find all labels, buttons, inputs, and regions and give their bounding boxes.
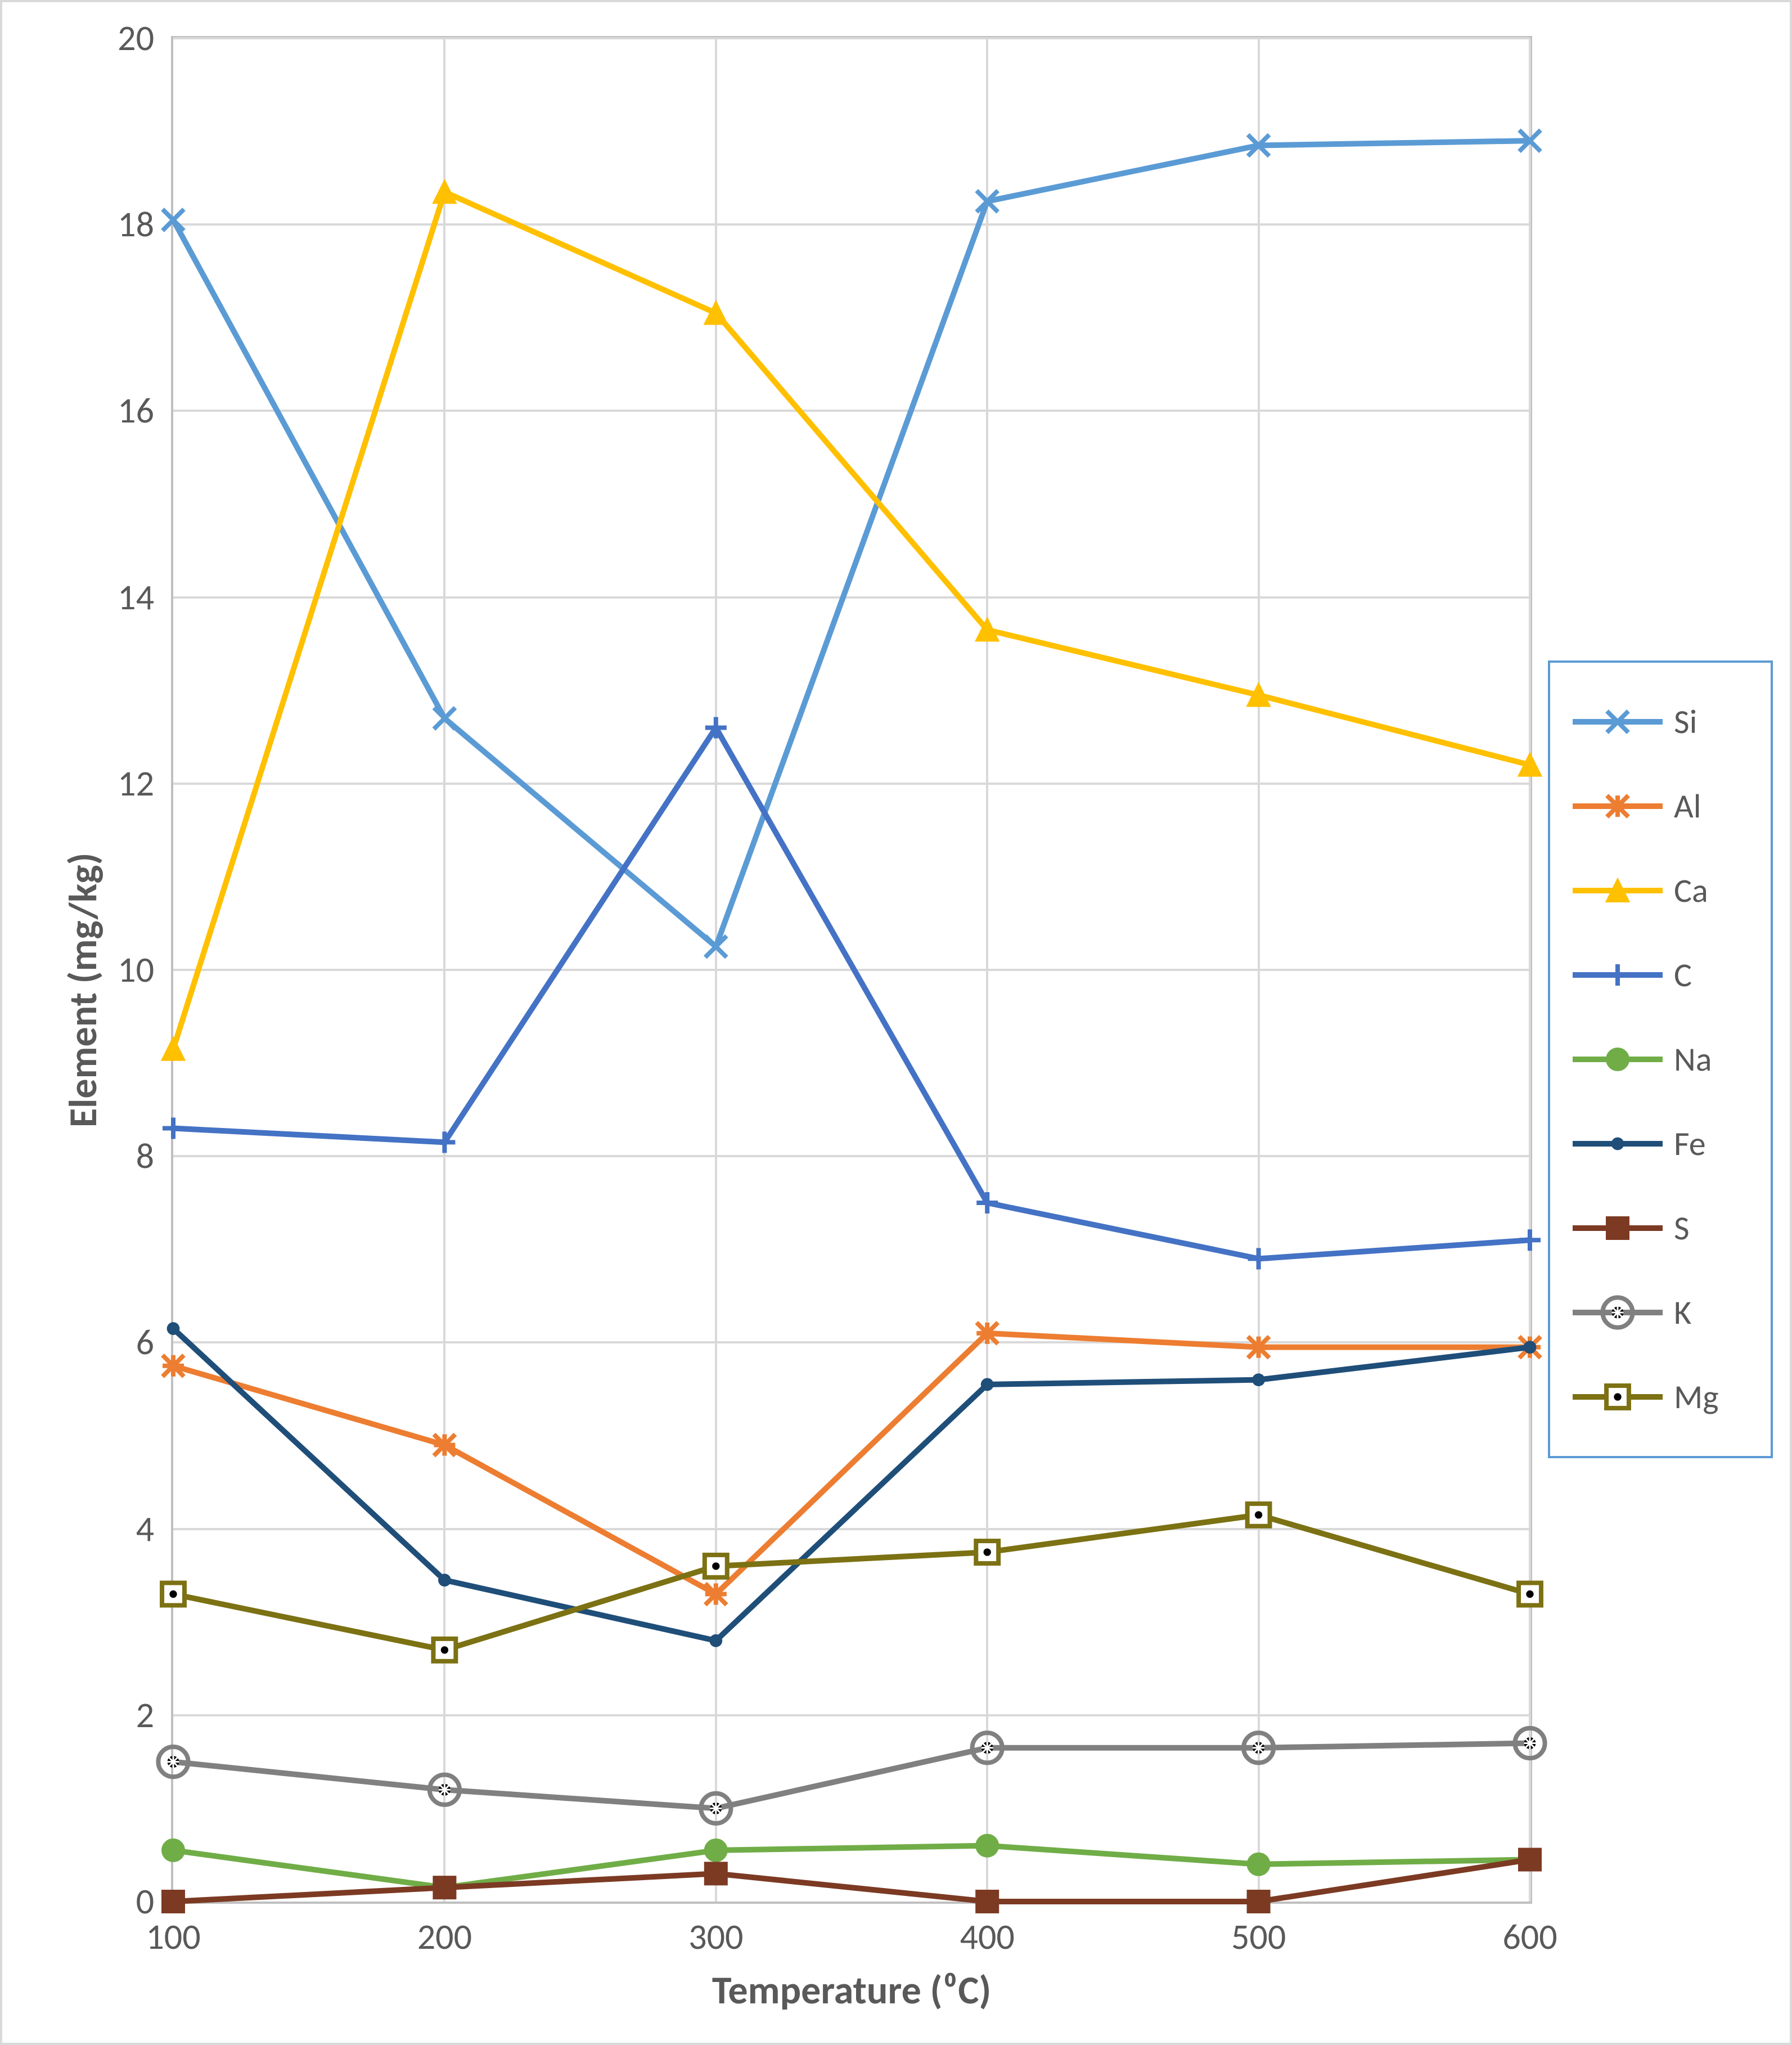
gridline-horizontal [173, 1155, 1530, 1157]
legend-marker-icon [1573, 947, 1663, 1003]
legend-marker-icon [1573, 1116, 1663, 1172]
legend-marker-icon [1573, 1284, 1663, 1341]
plot-area [171, 36, 1532, 1904]
legend-marker-icon [1573, 694, 1663, 750]
gridline-horizontal [173, 410, 1530, 412]
legend-label: C [1674, 955, 1692, 996]
gridline-horizontal [173, 783, 1530, 785]
y-tick-label: 6 [136, 1320, 154, 1364]
legend-item-c: C [1573, 933, 1748, 1017]
legend-label: Al [1674, 786, 1701, 827]
gridline-horizontal [173, 1528, 1530, 1530]
y-tick-label: 8 [136, 1134, 154, 1178]
legend-item-ca: Ca [1573, 848, 1748, 933]
y-tick-label: 12 [118, 762, 154, 806]
legend: Si Al Ca C Na Fe S K Mg [1548, 660, 1773, 1458]
gridline-horizontal [173, 37, 1530, 39]
legend-marker-icon [1573, 1031, 1663, 1087]
legend-label: Fe [1674, 1123, 1706, 1165]
y-tick-label: 4 [136, 1507, 154, 1551]
y-tick-label: 16 [118, 389, 154, 433]
x-tick-label: 600 [1502, 1915, 1557, 1959]
legend-item-si: Si [1573, 680, 1748, 764]
y-tick-label: 2 [136, 1693, 154, 1737]
y-tick-label: 10 [118, 948, 154, 992]
gridline-horizontal [173, 1714, 1530, 1716]
y-tick-label: 0 [136, 1880, 154, 1923]
legend-label: K [1674, 1292, 1691, 1333]
legend-item-k: K [1573, 1270, 1748, 1355]
legend-item-s: S [1573, 1186, 1748, 1270]
y-tick-label: 18 [118, 203, 154, 246]
legend-item-fe: Fe [1573, 1102, 1748, 1186]
x-tick-label: 500 [1231, 1915, 1286, 1959]
x-axis-title: Temperature (⁰C) [712, 1966, 991, 2014]
legend-label: S [1674, 1208, 1690, 1249]
x-tick-label: 200 [417, 1915, 472, 1959]
y-tick-label: 14 [118, 576, 154, 619]
legend-label: Na [1674, 1039, 1712, 1080]
legend-marker-icon [1573, 778, 1663, 834]
y-axis-title: Element (mg/kg) [58, 853, 107, 1127]
x-tick-label: 400 [960, 1915, 1015, 1959]
legend-marker-icon [1573, 1369, 1663, 1425]
legend-label: Mg [1674, 1377, 1719, 1418]
gridline-horizontal [173, 596, 1530, 599]
legend-item-al: Al [1573, 764, 1748, 848]
legend-label: Ca [1674, 870, 1708, 911]
gridline-horizontal [173, 969, 1530, 971]
legend-marker-icon [1573, 862, 1663, 919]
x-tick-label: 300 [688, 1915, 743, 1959]
gridline-horizontal [173, 223, 1530, 226]
legend-item-na: Na [1573, 1017, 1748, 1102]
y-tick-label: 20 [118, 16, 154, 60]
gridline-horizontal [173, 1341, 1530, 1343]
chart-container: Element (mg/kg) Temperature (⁰C) Si Al Ca… [0, 0, 1792, 2045]
legend-label: Si [1674, 702, 1697, 743]
legend-item-mg: Mg [1573, 1355, 1748, 1439]
legend-marker-icon [1573, 1200, 1663, 1256]
